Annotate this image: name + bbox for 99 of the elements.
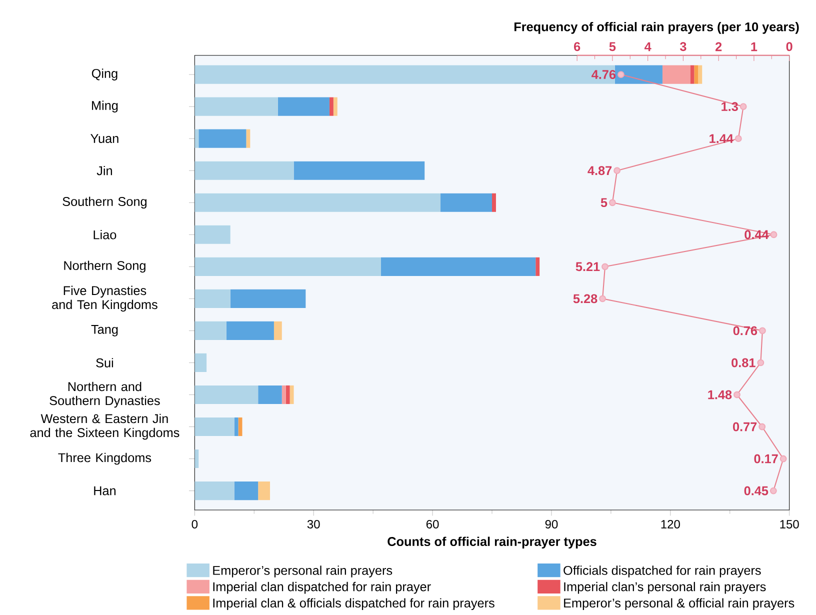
bar [440,194,492,212]
x2-tick-label: 0 [786,42,792,52]
data-label: 1.48 [708,390,732,400]
y-tick-label: Five Dynasties and Ten Kingdoms [52,286,158,312]
bar [536,258,540,276]
y-tick-label: Liao [94,230,116,240]
x2-tick-label: 4 [644,42,652,52]
bar [234,418,238,436]
bar [333,98,338,116]
x-tick-label: 150 [780,520,799,529]
bar [329,98,334,116]
legend-label: Imperial clan dispatched for rain prayer [213,582,431,594]
y-tick-label: Tang [91,325,118,337]
point [758,327,766,334]
bar [694,65,698,84]
data-label: 0.81 [732,358,756,368]
bar [194,226,230,244]
x-tick-label: 120 [661,520,680,529]
point [757,359,764,366]
point [734,135,742,142]
data-label: 0.44 [744,230,769,240]
point [740,103,747,110]
bar [662,65,690,84]
bar [194,65,615,84]
data-label: 1.3 [722,102,738,112]
point [608,199,616,206]
y-tick-label: Qing [92,68,118,81]
x2-tick-label: 6 [574,42,580,52]
bar [194,162,294,180]
bar [614,65,662,84]
bar [698,65,702,84]
legend-label: Officials dispatched for rain prayers [564,566,761,578]
point [758,424,766,430]
data-label: 5.28 [573,294,598,304]
x-tick-label: 0 [192,520,198,529]
bar [258,482,270,500]
bar [198,130,246,148]
point [599,295,606,302]
x-tick-label: 30 [307,520,320,529]
data-label: 1.44 [710,134,734,144]
bar [492,194,496,212]
y-tick-label: Han [94,486,116,496]
bar [194,98,278,116]
bar [381,258,536,276]
point [617,71,624,78]
bar [286,386,290,404]
bar [194,482,234,500]
bar [294,162,425,180]
bar [230,290,306,308]
bar [282,386,286,404]
y-tick-label: Northern Song [64,260,146,273]
x-tick-label: 60 [426,520,439,529]
bar [226,322,274,340]
legend-label: Imperial clan & officials dispatched for rain prayers [213,598,494,610]
bar [278,98,330,116]
data-label: 4.87 [588,166,612,176]
data-label: 0.77 [733,422,757,432]
bar [194,418,234,436]
bar [194,194,440,212]
bar [246,130,250,148]
point [780,456,787,462]
bar [194,386,258,404]
data-label: 0.17 [754,454,778,464]
x2-tick-label: 1 [751,42,758,52]
point [614,167,621,174]
y-tick-label: Southern Song [62,196,146,209]
y-tick-label: Ming [92,100,118,113]
x2-tick-label: 5 [609,42,616,52]
bar [290,386,294,404]
legend-label: Emperor’s personal & official rain prayers [564,598,794,610]
point [770,488,777,494]
bar [194,354,207,372]
y-tick-label: Sui [96,358,114,368]
legend-label: Emperor’s personal rain prayers [213,566,392,578]
data-label: 5 [600,198,608,208]
data-label: 0.76 [733,326,758,336]
x2-tick-label: 2 [715,42,722,52]
bar [194,258,381,276]
bar [234,482,258,500]
data-label: 5.21 [576,262,600,272]
bar [690,65,694,84]
legend-label: Imperial clan’s personal rain prayers [564,582,766,594]
bar [194,290,230,308]
bar [258,386,282,404]
x2-tick-label: 3 [680,42,686,52]
y-tick-label: Jin [96,166,112,176]
y-tick-label: Three Kingdoms [58,453,152,465]
x-axis-title: Counts of official rain-prayer types [388,536,596,549]
data-label: 0.45 [744,486,768,496]
point [770,231,778,238]
bar [194,322,226,340]
point [602,263,608,270]
bar [274,322,282,340]
point [734,391,740,398]
x-tick-label: 90 [545,520,558,529]
y-tick-label: Northern and Southern Dynasties [50,382,160,408]
y-tick-label: Yuan [90,134,118,144]
x2-axis-title: Frequency of official rain prayers (per 10 years) [514,22,799,34]
y-tick-label: Western & Eastern Jin and the Sixteen Kingdoms [30,414,180,440]
